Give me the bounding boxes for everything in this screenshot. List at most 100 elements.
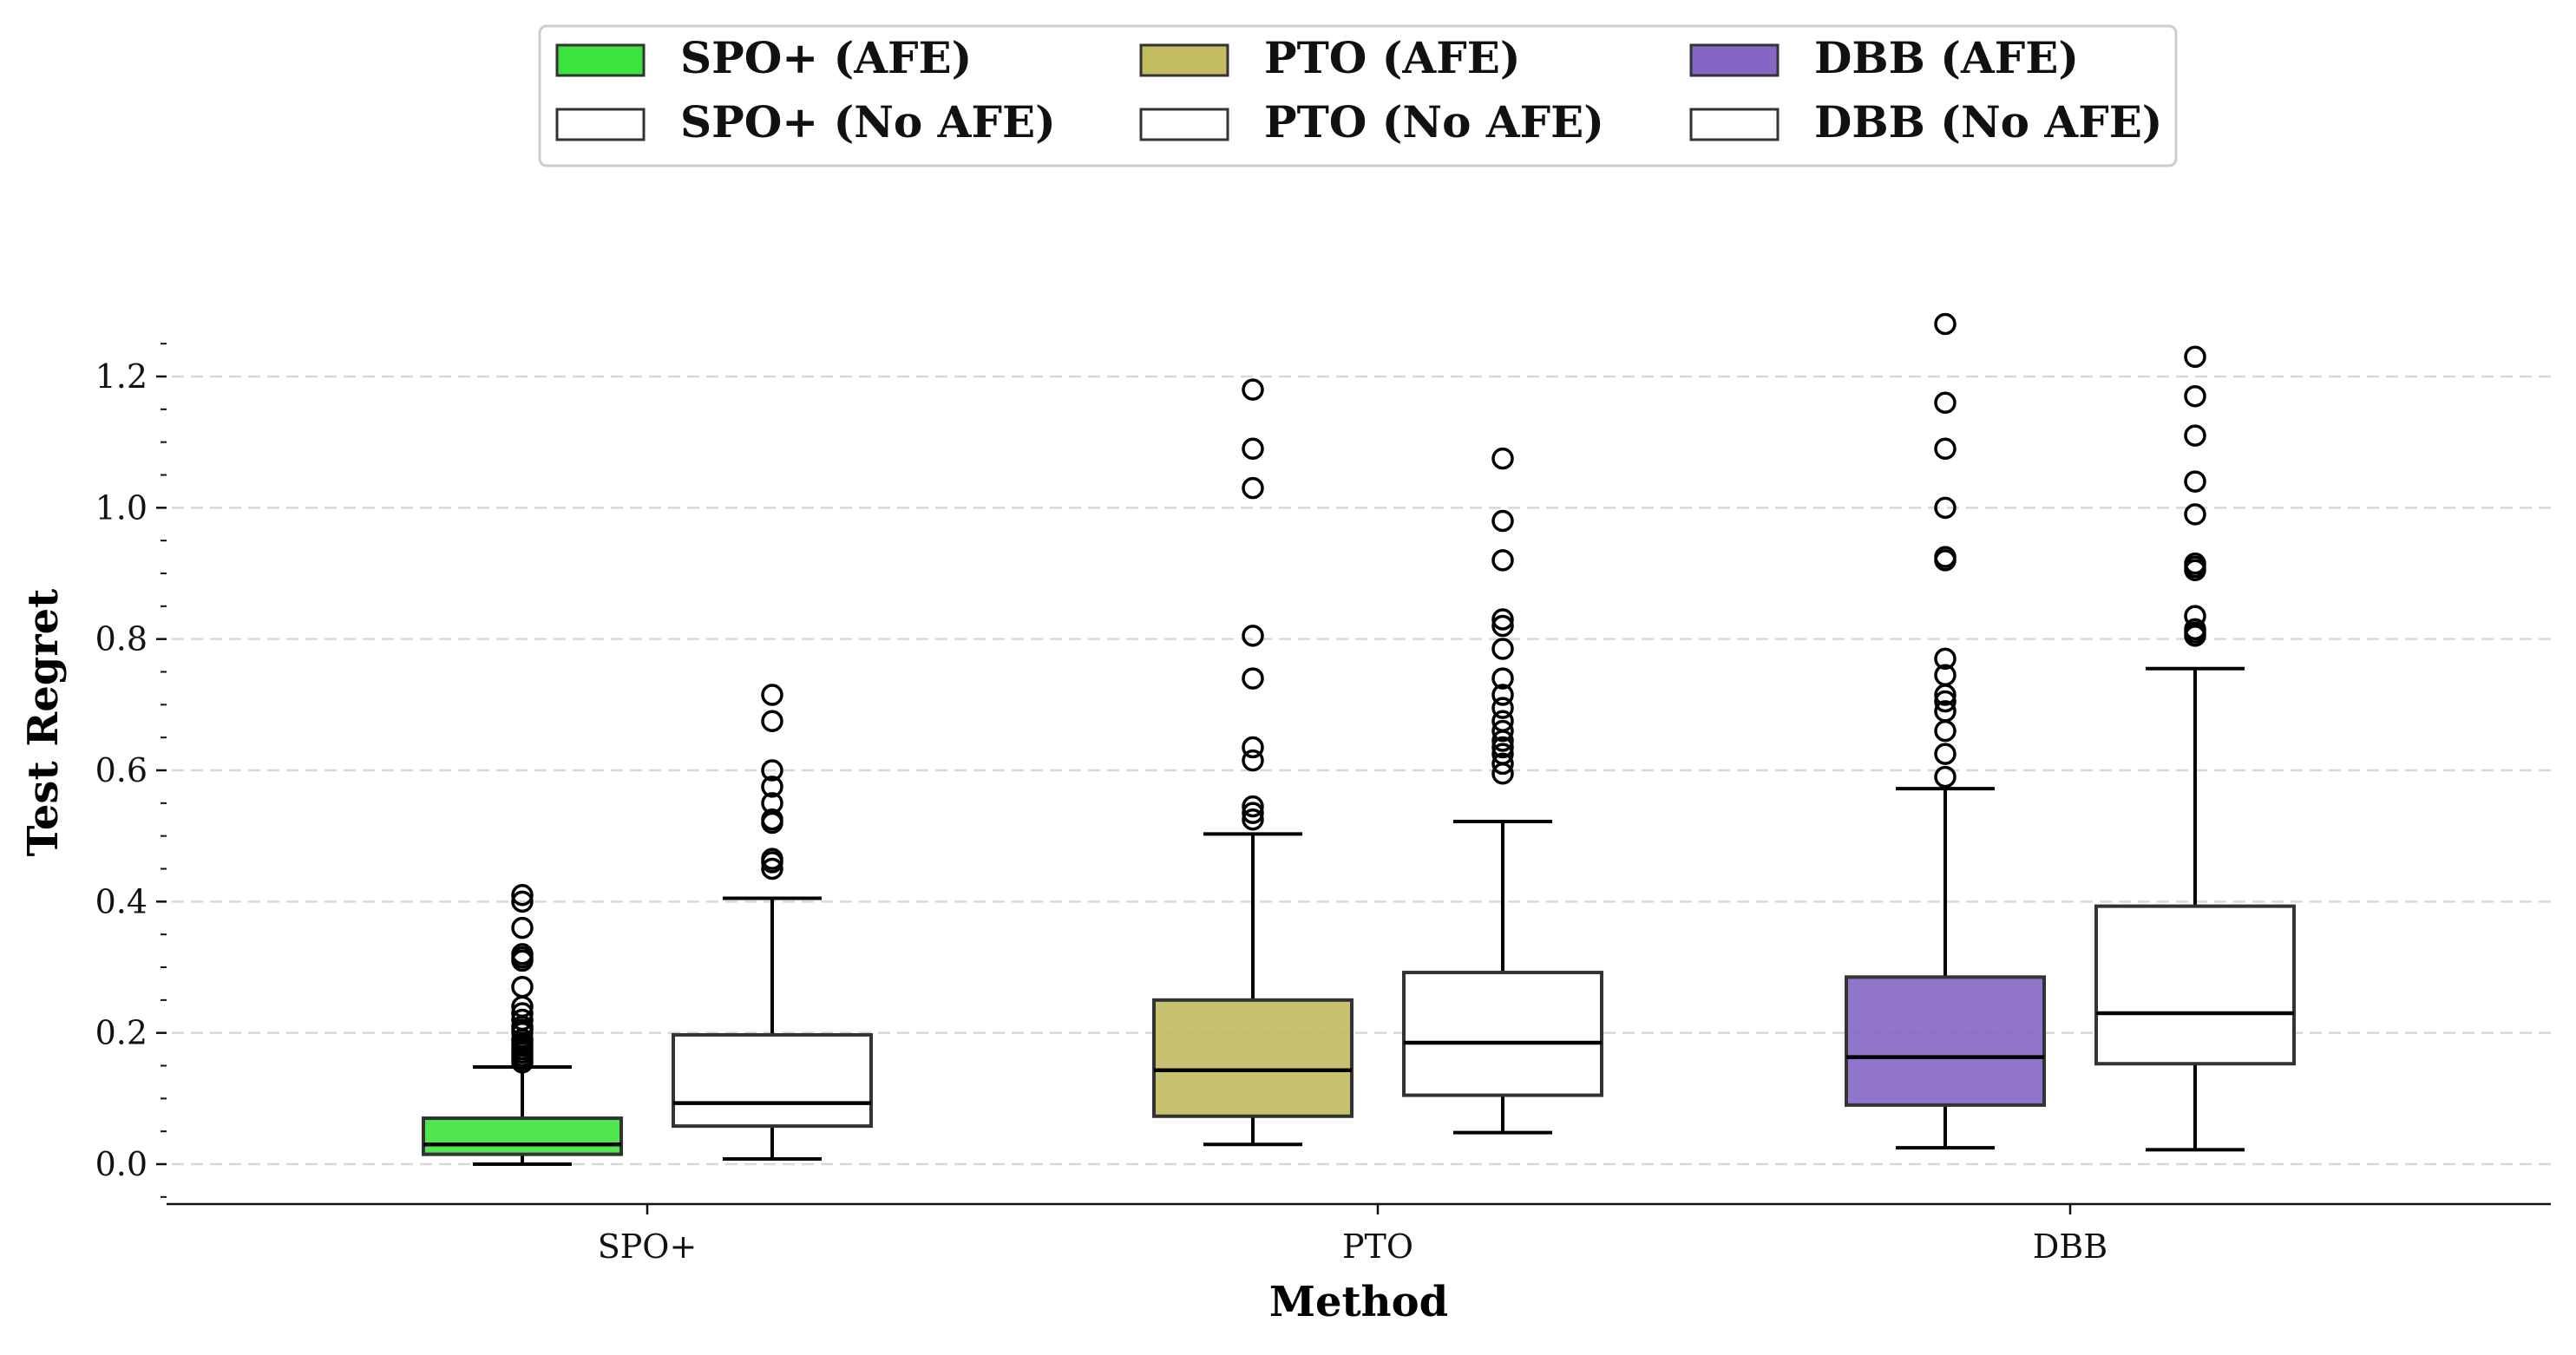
grid-layer — [172, 375, 2551, 1166]
y-tick-label: 0.2 — [95, 1014, 147, 1052]
outlier-point — [511, 884, 534, 907]
legend-label-dbb-afe: DBB (AFE) — [1814, 32, 2079, 83]
y-tick-label: 0.4 — [95, 882, 147, 920]
outlier-point — [1491, 549, 1514, 572]
outlier-point — [1491, 667, 1514, 690]
outlier-point — [1934, 391, 1957, 415]
y-tick-label: 0.8 — [95, 620, 147, 658]
outlier-point — [1242, 795, 1264, 818]
legend-label-spo-afe: SPO+ (AFE) — [680, 32, 972, 83]
outlier-point — [511, 975, 534, 998]
box-group-dbb-no-afe — [2094, 345, 2296, 1152]
outlier-point — [1934, 690, 1957, 713]
outlier-point — [761, 792, 783, 815]
outlier-point — [511, 890, 534, 913]
outlier-point — [511, 1002, 534, 1024]
box — [2094, 904, 2296, 1066]
legend-swatch-spo-no-afe — [555, 108, 646, 141]
legend-swatch-pto-afe — [1139, 43, 1229, 77]
outlier-point — [511, 916, 534, 939]
outlier-point — [1242, 808, 1264, 831]
legend-label-spo-no-afe: SPO+ (No AFE) — [680, 96, 1056, 147]
y-tick-label: 1.2 — [95, 357, 147, 396]
box-group-spo-afe — [422, 884, 623, 1166]
outlier-point — [761, 848, 783, 870]
outlier-point — [2184, 605, 2206, 627]
legend-label-pto-no-afe: PTO (No AFE) — [1264, 96, 1604, 147]
outlier-point — [2184, 384, 2206, 408]
outlier-point — [511, 943, 534, 966]
outlier-point — [1491, 719, 1514, 743]
outlier-point — [1934, 765, 1957, 789]
x-tick-label-spo: SPO+ — [598, 1227, 698, 1266]
outlier-point — [1242, 437, 1264, 460]
outlier-point — [1491, 608, 1514, 631]
box-group-pto-afe — [1152, 378, 1354, 1147]
outlier-point — [1934, 647, 1957, 671]
legend: SPO+ (AFE) PTO (AFE) DBB (AFE) SPO+ (No AFE… — [538, 24, 2178, 167]
legend-swatch-spo-afe — [555, 43, 646, 77]
outlier-point — [1242, 802, 1264, 824]
box-group-dbb-afe — [1845, 312, 2046, 1150]
outlier-point — [2184, 424, 2206, 447]
legend-swatch-dbb-afe — [1689, 43, 1780, 77]
box — [422, 1116, 623, 1156]
outlier-point — [1491, 697, 1514, 719]
outlier-point — [1934, 437, 1957, 460]
legend-swatch-dbb-no-afe — [1689, 108, 1780, 141]
box-group-pto-no-afe — [1402, 447, 1603, 1135]
box — [1152, 998, 1354, 1118]
outlier-point — [1242, 378, 1264, 401]
legend-label-pto-afe: PTO (AFE) — [1264, 32, 1520, 83]
legend-label-dbb-no-afe: DBB (No AFE) — [1814, 96, 2162, 147]
outlier-point — [1934, 546, 1957, 568]
outlier-point — [1242, 749, 1264, 772]
box-group-spo-no-afe — [672, 684, 873, 1161]
outlier-point — [1491, 447, 1514, 470]
legend-swatch-pto-no-afe — [1139, 108, 1229, 141]
outlier-point — [511, 1008, 534, 1031]
outlier-point — [761, 857, 783, 880]
outlier-point — [2184, 503, 2206, 526]
outlier-point — [761, 684, 783, 706]
outlier-point — [1242, 736, 1264, 759]
x-axis-title: Method — [1269, 1278, 1448, 1326]
outlier-point — [1242, 667, 1264, 690]
outlier-point — [1491, 710, 1514, 732]
box — [1402, 971, 1603, 1097]
x-tick-label-dbb: DBB — [2033, 1227, 2107, 1266]
x-tick-label-pto: PTO — [1342, 1227, 1413, 1266]
outlier-point — [761, 808, 783, 831]
outlier-point — [2184, 345, 2206, 369]
outlier-point — [1934, 496, 1957, 520]
outlier-point — [1934, 312, 1957, 336]
outlier-point — [1491, 736, 1514, 759]
outlier-point — [2184, 552, 2206, 575]
outlier-point — [1934, 664, 1957, 687]
axes-layer: 0.0 0.2 0.4 0.6 0.8 1.0 1.2 SPO+ PTO DBB — [95, 343, 2551, 1266]
outlier-point — [761, 776, 783, 798]
outlier-point — [1491, 638, 1514, 660]
outlier-point — [2184, 470, 2206, 493]
outlier-point — [1934, 719, 1957, 743]
box — [672, 1032, 873, 1129]
outlier-point — [1491, 614, 1514, 638]
outlier-point — [1242, 625, 1264, 647]
outlier-point — [761, 759, 783, 782]
outlier-point — [1491, 509, 1514, 533]
outlier-point — [1491, 752, 1514, 776]
y-tick-label: 1.0 — [95, 488, 147, 527]
outlier-point — [2184, 618, 2206, 641]
outlier-point — [1934, 700, 1957, 723]
outlier-point — [1242, 476, 1264, 500]
boxes-layer — [422, 312, 2296, 1166]
y-axis-title: Test Regret — [19, 589, 68, 857]
outlier-point — [1491, 743, 1514, 765]
outlier-point — [761, 710, 783, 732]
y-tick-label: 0.0 — [95, 1145, 147, 1183]
outlier-point — [1934, 743, 1957, 765]
y-tick-label: 0.6 — [95, 751, 147, 789]
outlier-point — [1491, 684, 1514, 706]
